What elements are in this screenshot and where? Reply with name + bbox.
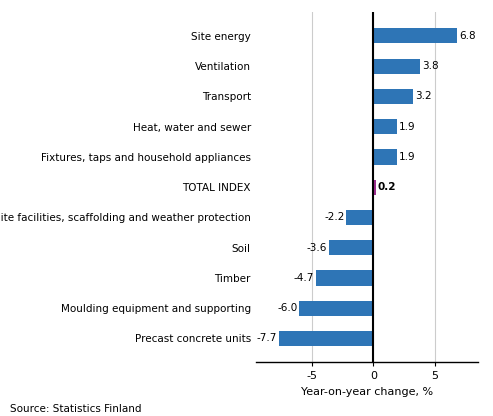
Bar	[374, 180, 376, 195]
Bar	[279, 331, 374, 346]
Text: -7.7: -7.7	[256, 334, 277, 344]
Text: -3.6: -3.6	[307, 243, 327, 253]
Text: 1.9: 1.9	[399, 152, 415, 162]
Bar	[374, 59, 420, 74]
Bar	[374, 149, 397, 164]
Bar	[374, 119, 397, 134]
Text: 3.8: 3.8	[422, 61, 439, 71]
Text: -4.7: -4.7	[293, 273, 314, 283]
Text: 0.2: 0.2	[378, 182, 396, 192]
Bar	[374, 28, 457, 44]
Text: Source: Statistics Finland: Source: Statistics Finland	[10, 404, 141, 414]
Text: -6.0: -6.0	[278, 303, 298, 313]
Bar	[316, 270, 374, 285]
X-axis label: Year-on-year change, %: Year-on-year change, %	[301, 386, 433, 396]
Bar	[374, 89, 413, 104]
Bar	[300, 301, 374, 316]
Bar	[329, 240, 374, 255]
Text: 3.2: 3.2	[415, 92, 431, 102]
Text: 1.9: 1.9	[399, 122, 415, 132]
Text: 6.8: 6.8	[459, 31, 476, 41]
Text: -2.2: -2.2	[324, 213, 345, 223]
Bar	[346, 210, 374, 225]
